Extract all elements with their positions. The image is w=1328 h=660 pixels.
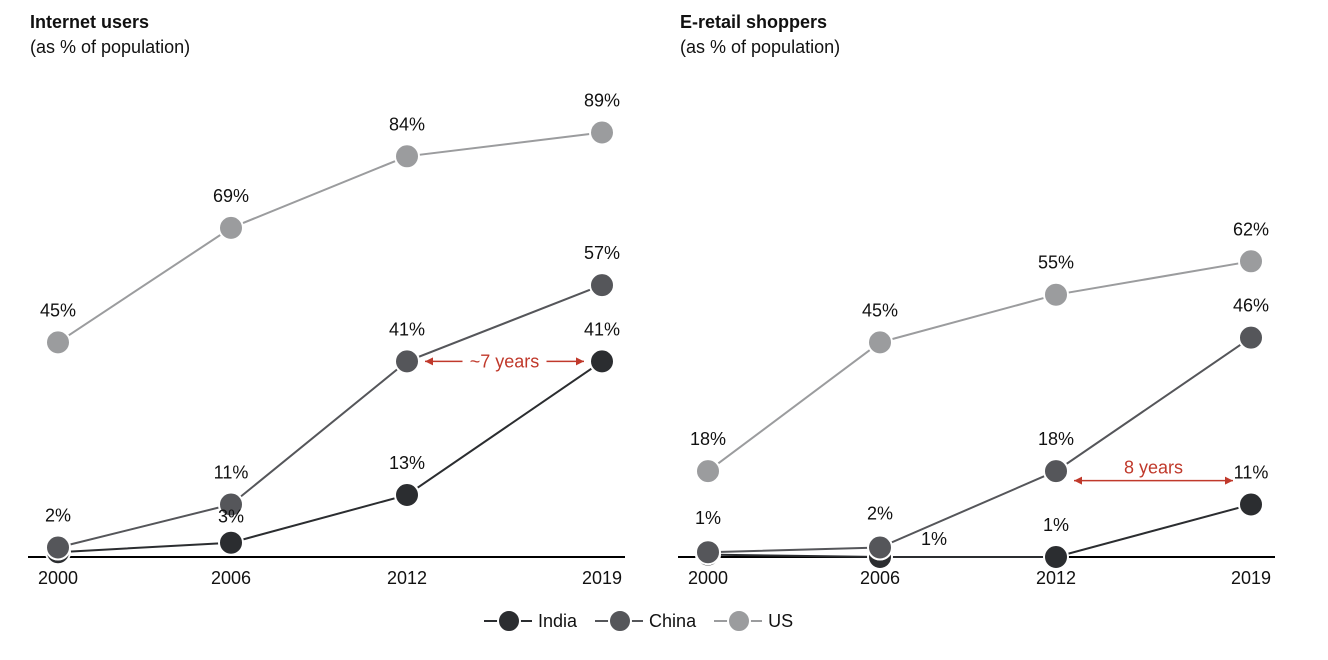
- legend-label: US: [768, 610, 794, 631]
- data-point-india: [394, 482, 420, 508]
- data-label: 69%: [213, 186, 249, 206]
- legend-item-china: China: [591, 606, 696, 636]
- chart-subtitle: (as % of population): [680, 37, 841, 57]
- data-label: 41%: [584, 319, 620, 339]
- x-tick-label: 2000: [688, 568, 728, 588]
- data-point-us: [394, 143, 420, 170]
- data-label: 62%: [1233, 219, 1269, 239]
- series-line-us: [57, 131, 603, 344]
- annotation-label: 8 years: [1124, 458, 1183, 478]
- legend-label: India: [538, 610, 578, 631]
- data-label: 89%: [584, 91, 620, 111]
- data-point-china: [394, 348, 420, 375]
- data-label: 1%: [1043, 515, 1069, 535]
- data-label: 1%: [921, 529, 947, 549]
- annotation-arrowhead-right: [1225, 476, 1233, 485]
- data-label: 45%: [862, 300, 898, 320]
- x-tick-label: 2012: [1036, 568, 1076, 588]
- data-point-us: [867, 329, 893, 356]
- data-label: 3%: [218, 507, 244, 527]
- data-label: 13%: [389, 453, 425, 473]
- data-label: 57%: [584, 243, 620, 263]
- data-point-india: [1043, 544, 1069, 570]
- data-point-us: [1238, 248, 1264, 275]
- annotation-label-bg: [462, 349, 547, 374]
- data-point-china: [1043, 458, 1069, 485]
- data-label: 55%: [1038, 253, 1074, 273]
- annotation-arrowhead-left: [425, 357, 433, 366]
- series-line-india: [57, 360, 603, 554]
- annotation-arrowhead-right: [576, 357, 584, 366]
- data-label: 1%: [695, 508, 721, 528]
- data-point-us: [45, 329, 71, 356]
- charts-svg: 2000 2006 2012 2019 45% 69% 84% 89% 2% 11% 41% 57% 3…: [28, 91, 1275, 588]
- annotation-label: ~7 years: [470, 351, 540, 371]
- chart-title: E-retail shoppers: [680, 12, 828, 32]
- legend-item-us: US: [710, 606, 793, 636]
- x-tick-label: 2006: [860, 568, 900, 588]
- x-tick-label: 2006: [211, 568, 251, 588]
- x-tick-label: 2012: [387, 568, 427, 588]
- x-tick-label: 2019: [1231, 568, 1271, 588]
- series-line-china: [57, 284, 603, 549]
- data-point-india: [589, 348, 615, 375]
- data-point-china: [867, 534, 893, 561]
- chart-title: Internet users: [30, 12, 150, 32]
- data-label: 18%: [1038, 429, 1074, 449]
- data-label: 45%: [40, 300, 76, 320]
- annotation-arrowhead-left: [1074, 476, 1082, 485]
- data-point-us: [695, 458, 721, 485]
- data-label: 11%: [1234, 463, 1269, 483]
- data-point-china: [589, 272, 615, 299]
- x-tick-label: 2019: [582, 568, 622, 588]
- data-point-india: [1238, 491, 1264, 518]
- data-label: 2%: [45, 506, 71, 526]
- legend-swatch-china: [591, 606, 647, 636]
- data-point-us: [1043, 281, 1069, 308]
- data-label: 18%: [690, 429, 726, 449]
- data-label: 11%: [214, 463, 249, 483]
- chart-subtitle: (as % of population): [30, 37, 191, 57]
- data-point-china: [218, 491, 244, 518]
- data-label: 84%: [389, 114, 425, 134]
- legend-label: China: [649, 610, 697, 631]
- legend-item-india: India: [480, 606, 577, 636]
- series-line-india: [707, 503, 1252, 558]
- legend-swatch-india: [480, 606, 536, 636]
- series-line-us: [707, 260, 1252, 472]
- data-point-china: [45, 534, 71, 561]
- data-label: 2%: [867, 504, 893, 524]
- data-label: 46%: [1233, 296, 1269, 316]
- data-point-china: [1238, 324, 1264, 351]
- data-point-china: [695, 539, 721, 566]
- x-tick-label: 2000: [38, 568, 78, 588]
- data-label: 41%: [389, 319, 425, 339]
- data-point-us: [589, 119, 615, 146]
- legend: India China US: [480, 606, 807, 636]
- series-line-china: [707, 336, 1252, 554]
- data-point-us: [218, 214, 244, 241]
- data-point-india: [218, 529, 244, 556]
- legend-swatch-us: [710, 606, 766, 636]
